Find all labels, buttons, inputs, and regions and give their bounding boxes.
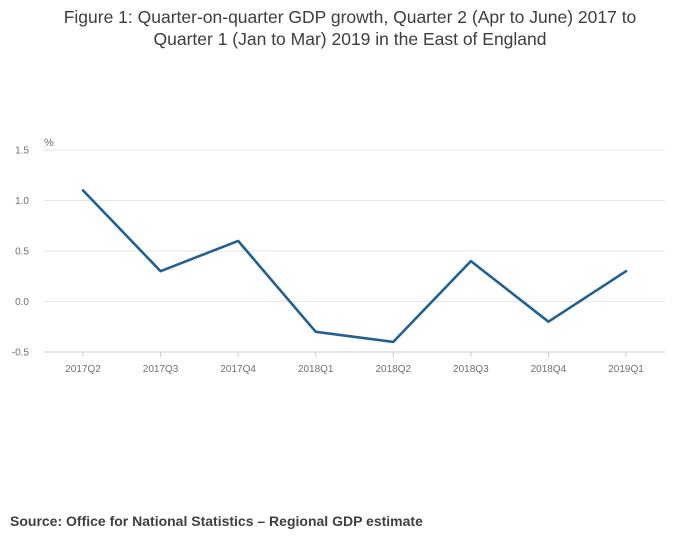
y-axis: 1.5 1.0 0.5 0.0 -0.5 [12,146,30,359]
y-tick-label: 1.5 [15,146,29,157]
x-tick-label: 2019Q1 [608,364,644,375]
chart-title: Figure 1: Quarter-on-quarter GDP growth,… [20,6,680,50]
y-tick-label: -0.5 [12,348,30,359]
y-tick-label: 1.0 [15,196,29,207]
y-tick-label: 0.5 [15,247,29,258]
series-line [81,189,628,344]
x-tick-label: 2017Q3 [143,364,179,375]
source-note: Source: Office for National Statistics –… [10,513,423,529]
gridlines [44,149,665,353]
x-tick-label: 2018Q3 [453,364,489,375]
x-tick-label: 2018Q1 [298,364,334,375]
series-layer [81,189,628,344]
chart-title-line-2: Quarter 1 (Jan to Mar) 2019 in the East … [153,29,547,49]
x-tick-label: 2018Q4 [531,364,567,375]
x-tick-label: 2018Q2 [375,364,411,375]
chart-title-line-1: Figure 1: Quarter-on-quarter GDP growth,… [63,7,637,27]
y-tick-label: 0.0 [15,297,29,308]
x-tick-label: 2017Q4 [220,364,256,375]
y-axis-unit-label: % [44,137,54,149]
x-tick-label: 2017Q2 [65,364,101,375]
x-axis: 2017Q2 2017Q3 2017Q4 2018Q1 2018Q2 2018Q3 2018… [65,352,644,375]
